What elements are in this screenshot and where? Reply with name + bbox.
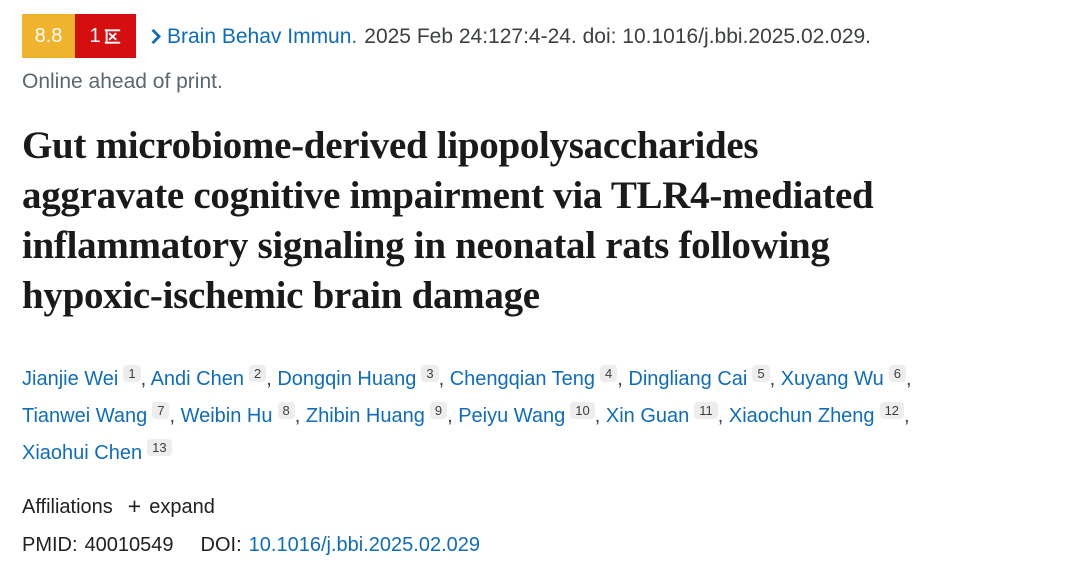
- author: Peiyu Wang 10,: [458, 402, 606, 427]
- chevron-right-icon: [145, 28, 162, 44]
- author-affiliation-sup[interactable]: 10: [570, 402, 595, 419]
- author-affiliation-sup[interactable]: 12: [879, 402, 905, 419]
- author-separator: ,: [769, 368, 781, 390]
- author-affiliation-sup[interactable]: 1: [123, 365, 141, 382]
- author-separator: ,: [438, 368, 450, 390]
- author-affiliation-sup[interactable]: 3: [421, 365, 439, 382]
- author: Dongqin Huang 3,: [277, 365, 450, 390]
- author: Xuyang Wu 6,: [780, 365, 912, 390]
- author: Andi Chen 2,: [150, 365, 278, 390]
- cas-division-badge: 1: [75, 14, 136, 58]
- author: Xin Guan 11,: [605, 402, 729, 427]
- affiliations-row: Affiliations + expand: [22, 493, 1045, 519]
- article-title-line: aggravate cognitive impairment via TLR4-…: [22, 174, 874, 217]
- journal-link[interactable]: Brain Behav Immun.: [167, 24, 358, 48]
- author-affiliation-sup[interactable]: 6: [888, 365, 906, 382]
- author-affiliation-sup[interactable]: 8: [277, 402, 295, 419]
- author-separator: ,: [169, 405, 181, 427]
- author-link[interactable]: Xin Guan: [605, 405, 690, 427]
- journal-metric-badges: 8.8 1: [22, 14, 136, 58]
- doi-label: DOI:: [200, 534, 242, 556]
- author-separator: ,: [294, 405, 306, 427]
- affiliations-label: Affiliations: [22, 496, 113, 518]
- author-link[interactable]: Andi Chen: [150, 368, 244, 390]
- author-link[interactable]: Peiyu Wang: [458, 405, 566, 427]
- article-header: 8.8 1 Brain Behav Immun. 2025 Feb 24:127…: [22, 14, 1045, 557]
- author: Dingliang Cai 5,: [628, 365, 781, 390]
- article-title-line: hypoxic-ischemic brain damage: [22, 274, 540, 317]
- author-affiliation-sup[interactable]: 4: [600, 365, 618, 382]
- article-title-line: inflammatory signaling in neonatal rats …: [22, 224, 830, 267]
- author: Xiaohui Chen 13: [22, 439, 172, 464]
- author-link[interactable]: Weibin Hu: [180, 405, 273, 427]
- author-link[interactable]: Zhibin Huang: [305, 405, 425, 427]
- author-separator: ,: [905, 368, 912, 390]
- affiliations-expand-button[interactable]: + expand: [127, 493, 215, 519]
- author-separator: ,: [140, 368, 151, 390]
- author-link[interactable]: Chengqian Teng: [449, 368, 596, 390]
- author-separator: ,: [617, 368, 629, 390]
- author-affiliation-sup[interactable]: 11: [694, 402, 718, 419]
- doi-link[interactable]: 10.1016/j.bbi.2025.02.029: [248, 534, 480, 556]
- author-separator: ,: [447, 405, 459, 427]
- author: Xiaochun Zheng 12,: [728, 402, 910, 427]
- author: Zhibin Huang 9,: [305, 402, 459, 427]
- identifiers-row: PMID: 40010549 DOI: 10.1016/j.bbi.2025.0…: [22, 534, 1045, 557]
- author-line: Tianwei Wang 7, Weibin Hu 8, Zhibin Huang 9…: [22, 398, 1045, 435]
- author-link[interactable]: Xiaochun Zheng: [728, 405, 875, 427]
- author-separator: ,: [717, 405, 729, 427]
- publication-status: Online ahead of print.: [22, 70, 223, 93]
- qu-character-icon: [104, 28, 120, 44]
- author-line: Xiaohui Chen 13: [22, 435, 1045, 472]
- author-affiliation-sup[interactable]: 7: [152, 402, 170, 419]
- author: Jianjie Wei 1,: [22, 365, 151, 390]
- author-affiliation-sup[interactable]: 13: [147, 439, 172, 456]
- author-link[interactable]: Jianjie Wei: [22, 368, 119, 390]
- article-title-line: Gut microbiome-derived lipopolysaccharid…: [22, 124, 759, 167]
- author-line: Jianjie Wei 1, Andi Chen 2, Dongqin Huang 3…: [22, 361, 1045, 398]
- author: Tianwei Wang 7,: [22, 402, 181, 427]
- impact-factor-value: 8.8: [34, 25, 63, 47]
- affiliations-expand-label: expand: [149, 496, 215, 518]
- pmid-label: PMID:: [22, 534, 78, 556]
- author-separator: ,: [904, 405, 910, 427]
- cas-division-number: 1: [89, 25, 101, 47]
- author: Chengqian Teng 4,: [449, 365, 629, 390]
- author-link[interactable]: Xiaohui Chen: [22, 442, 143, 464]
- author-link[interactable]: Dongqin Huang: [277, 368, 417, 390]
- author-list: Jianjie Wei 1, Andi Chen 2, Dongqin Huang 3…: [22, 361, 1045, 472]
- article-title: Gut microbiome-derived lipopolysaccharid…: [22, 121, 1045, 321]
- author: Weibin Hu 8,: [180, 402, 306, 427]
- author-separator: ,: [594, 405, 606, 427]
- author-affiliation-sup[interactable]: 2: [249, 365, 267, 382]
- author-separator: ,: [266, 368, 278, 390]
- pmid-value: 40010549: [84, 534, 174, 556]
- author-link[interactable]: Dingliang Cai: [628, 368, 748, 390]
- author-link[interactable]: Tianwei Wang: [22, 405, 148, 427]
- author-affiliation-sup[interactable]: 9: [429, 402, 448, 419]
- citation-row: 8.8 1 Brain Behav Immun. 2025 Feb 24:127…: [22, 14, 1045, 58]
- impact-factor-badge: 8.8: [22, 14, 75, 58]
- author-affiliation-sup[interactable]: 5: [752, 365, 770, 382]
- citation-details: 2025 Feb 24:127:4-24. doi: 10.1016/j.bbi…: [364, 24, 872, 48]
- plus-icon: +: [127, 493, 142, 519]
- author-link[interactable]: Xuyang Wu: [780, 368, 884, 390]
